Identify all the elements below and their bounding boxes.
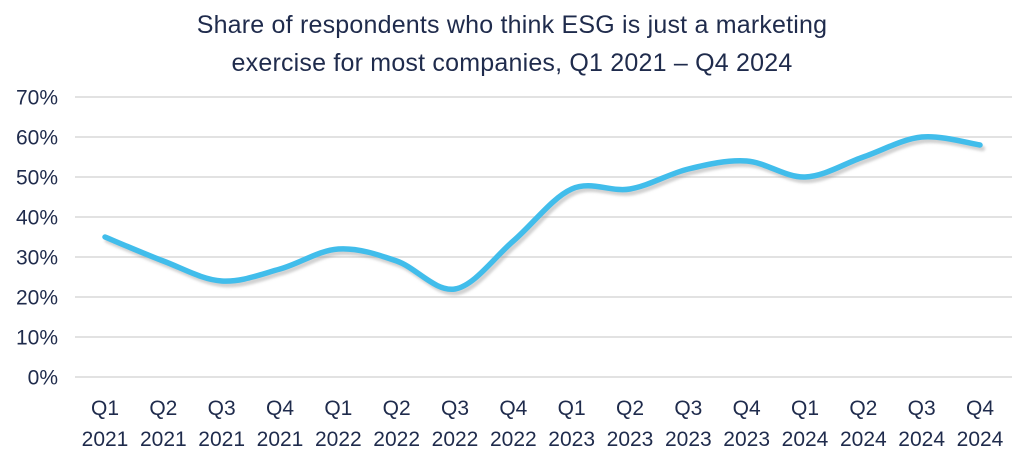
x-tick-year-label: 2024 xyxy=(840,428,887,451)
y-tick-label: 40% xyxy=(16,207,58,230)
x-tick-quarter-label: Q3 xyxy=(208,397,236,420)
y-tick-label: 10% xyxy=(16,327,58,350)
series-line-shadow xyxy=(104,137,986,296)
y-tick-label: 60% xyxy=(16,127,58,150)
x-axis-labels-group: Q1 2021 Q2 2021 Q3 2021 Q4 2021 Q1 2022 Q2 2022 Q3 20… xyxy=(82,397,1004,451)
y-axis-labels-group: 0% 10% 20% 30% 40% 50% 60% 70% xyxy=(16,87,58,390)
x-tick-year-label: 2021 xyxy=(198,428,245,451)
x-tick-year-label: 2021 xyxy=(140,428,187,451)
chart-title-line-1: Share of respondents who think ESG is ju… xyxy=(196,11,828,39)
x-tick-quarter-label: Q3 xyxy=(441,397,469,420)
x-tick-quarter-label: Q3 xyxy=(674,397,702,420)
y-tick-label: 20% xyxy=(16,287,58,310)
x-tick-quarter-label: Q4 xyxy=(266,397,294,420)
x-tick-year-label: 2022 xyxy=(490,428,537,451)
x-tick-year-label: 2024 xyxy=(898,428,945,451)
chart-title: Share of respondents who think ESG is ju… xyxy=(0,6,1024,82)
x-tick-year-label: 2022 xyxy=(432,428,479,451)
x-tick-quarter-label: Q4 xyxy=(733,397,761,420)
x-tick-year-label: 2022 xyxy=(315,428,362,451)
gridlines-group xyxy=(75,96,1012,378)
x-tick-year-label: 2024 xyxy=(957,428,1004,451)
x-tick-year-label: 2021 xyxy=(257,428,304,451)
series-group xyxy=(102,133,986,296)
y-tick-label: 30% xyxy=(16,247,58,270)
y-tick-label: 0% xyxy=(28,367,58,390)
chart-title-line-2: exercise for most companies, Q1 2021 – Q… xyxy=(231,49,793,77)
x-tick-year-label: 2023 xyxy=(665,428,712,451)
x-tick-quarter-label: Q2 xyxy=(616,397,644,420)
x-tick-quarter-label: Q1 xyxy=(791,397,819,420)
x-tick-year-label: 2023 xyxy=(607,428,654,451)
x-tick-quarter-label: Q2 xyxy=(383,397,411,420)
x-tick-quarter-label: Q1 xyxy=(558,397,586,420)
x-tick-quarter-label: Q4 xyxy=(499,397,527,420)
x-tick-year-label: 2024 xyxy=(782,428,829,451)
x-tick-quarter-label: Q3 xyxy=(908,397,936,420)
x-tick-quarter-label: Q1 xyxy=(324,397,352,420)
x-tick-quarter-label: Q2 xyxy=(849,397,877,420)
x-tick-quarter-label: Q1 xyxy=(91,397,119,420)
y-tick-label: 50% xyxy=(16,167,58,190)
x-tick-year-label: 2023 xyxy=(723,428,770,451)
y-tick-label: 70% xyxy=(16,87,58,110)
x-tick-quarter-label: Q2 xyxy=(149,397,177,420)
x-tick-year-label: 2022 xyxy=(373,428,420,451)
x-tick-year-label: 2023 xyxy=(548,428,595,451)
x-tick-year-label: 2021 xyxy=(82,428,129,451)
x-tick-quarter-label: Q4 xyxy=(966,397,994,420)
series-line xyxy=(102,133,983,292)
